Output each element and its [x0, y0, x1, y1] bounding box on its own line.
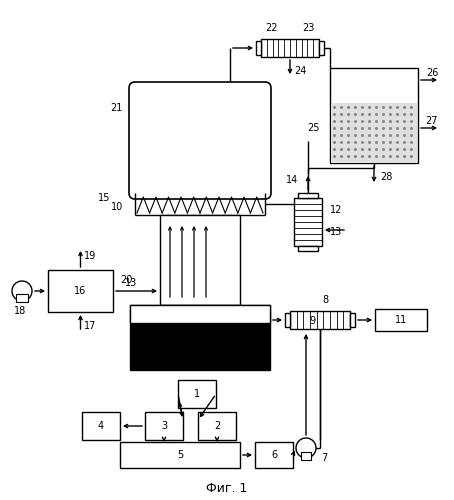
Bar [82, 412, 120, 440]
Text: 14: 14 [286, 175, 298, 185]
Bar [298, 246, 318, 251]
Text: 21: 21 [111, 103, 123, 113]
Text: 4: 4 [98, 421, 104, 431]
Bar [294, 198, 322, 246]
Text: 26: 26 [426, 68, 438, 78]
Bar [120, 442, 240, 468]
Bar [285, 313, 290, 327]
Text: 24: 24 [294, 66, 306, 76]
Text: 2: 2 [214, 421, 220, 431]
Bar [160, 215, 240, 305]
Text: 23: 23 [302, 23, 314, 33]
Bar [290, 311, 350, 329]
Bar [130, 305, 270, 370]
Text: 3: 3 [161, 421, 167, 431]
Text: 18: 18 [14, 306, 26, 316]
Text: 17: 17 [84, 321, 97, 331]
Text: 12: 12 [330, 205, 342, 215]
Text: 27: 27 [426, 116, 438, 126]
Text: 13: 13 [330, 227, 342, 237]
Text: 20: 20 [121, 275, 133, 285]
Bar [198, 412, 236, 440]
Bar [350, 313, 355, 327]
Bar [16, 294, 28, 302]
Bar [331, 103, 417, 163]
Text: 10: 10 [111, 202, 123, 212]
Bar [319, 41, 324, 55]
Text: 7: 7 [321, 453, 327, 463]
Bar [261, 39, 319, 57]
Bar [178, 380, 216, 408]
Bar [256, 41, 261, 55]
Text: 5: 5 [177, 450, 183, 460]
Text: 19: 19 [84, 251, 97, 261]
Text: 11: 11 [395, 315, 407, 325]
Bar [375, 309, 427, 331]
Bar [330, 68, 418, 163]
Text: 22: 22 [266, 23, 278, 33]
Bar [298, 193, 318, 198]
Text: 25: 25 [307, 123, 320, 133]
Bar [255, 442, 293, 468]
Text: 15: 15 [98, 193, 110, 203]
Circle shape [296, 438, 316, 458]
Circle shape [12, 281, 32, 301]
Bar [130, 305, 270, 323]
Text: 9: 9 [309, 316, 315, 326]
Bar [145, 412, 183, 440]
Bar [301, 452, 311, 460]
Text: 6: 6 [271, 450, 277, 460]
Text: 16: 16 [74, 286, 87, 296]
FancyBboxPatch shape [129, 82, 271, 199]
Text: 13: 13 [125, 278, 137, 288]
Text: 28: 28 [380, 172, 392, 182]
Text: 8: 8 [322, 295, 328, 305]
Text: 1: 1 [194, 389, 200, 399]
Bar [48, 270, 113, 312]
Text: Фиг. 1: Фиг. 1 [206, 482, 248, 494]
